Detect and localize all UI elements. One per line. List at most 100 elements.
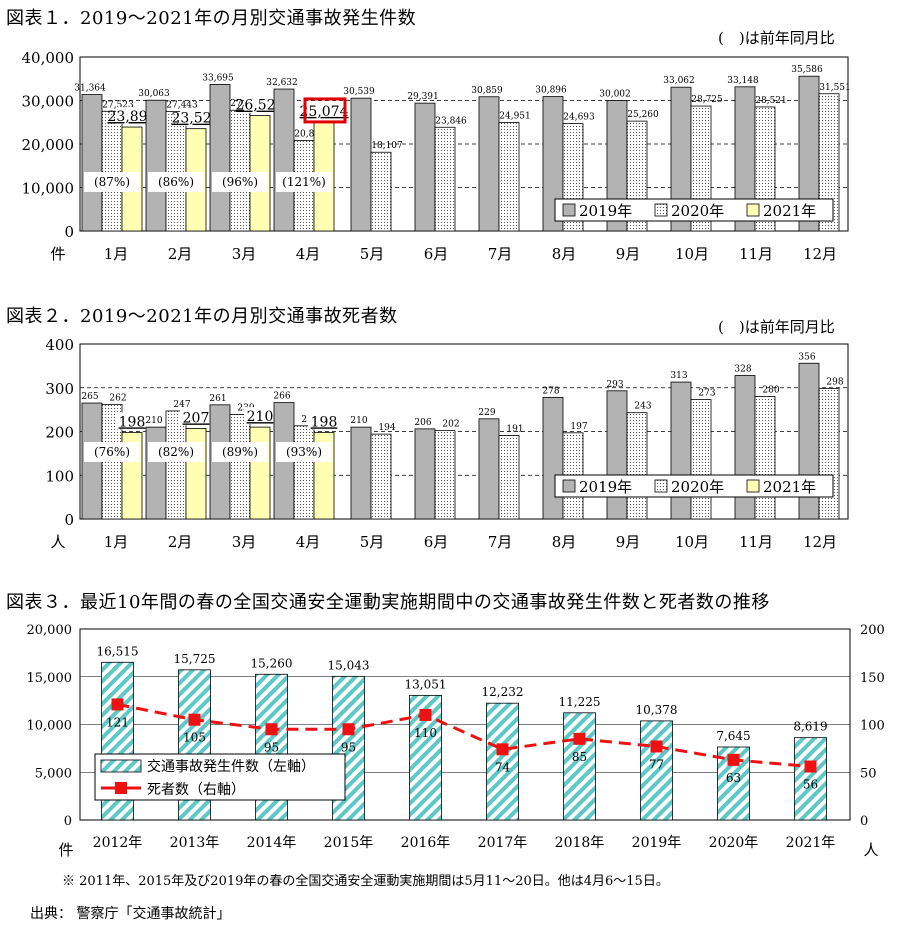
legend-label: 2019年 bbox=[579, 202, 632, 220]
x-tick-label: 2018年 bbox=[555, 835, 605, 851]
data-label-2020年: 243 bbox=[634, 402, 651, 412]
bar-value-label: 15,725 bbox=[174, 652, 216, 666]
line-marker bbox=[188, 713, 201, 726]
data-label-2019年: 33,695 bbox=[202, 73, 234, 83]
data-label-2021: 23,896 bbox=[108, 109, 157, 125]
legend-label-bar: 交通事故発生件数（左軸） bbox=[147, 758, 315, 775]
y-tick-label: 40,000 bbox=[22, 49, 75, 67]
bar-2020年 bbox=[498, 435, 520, 520]
x-tick-label: 2017年 bbox=[478, 835, 528, 851]
legend-swatch-bar bbox=[100, 759, 142, 773]
bar-2020年 bbox=[434, 126, 456, 232]
ratio-label: (93%) bbox=[286, 445, 322, 459]
data-label-2019年: 313 bbox=[670, 371, 687, 381]
data-label-2021: 198 bbox=[311, 414, 338, 430]
y-tick-label: 0 bbox=[64, 511, 74, 529]
line-marker bbox=[342, 723, 355, 736]
x-tick-label: 1月 bbox=[104, 533, 129, 551]
label-bg bbox=[308, 101, 340, 119]
label-bg bbox=[180, 108, 212, 126]
right-tick-label: 0 bbox=[860, 814, 868, 829]
x-tick-label: 5月 bbox=[360, 533, 385, 551]
bar-value-label: 11,225 bbox=[559, 695, 601, 709]
data-label-2020年: 247 bbox=[173, 400, 190, 410]
label-bg bbox=[180, 408, 212, 426]
x-tick-label: 2013年 bbox=[170, 835, 220, 851]
y-tick-label: 10,000 bbox=[22, 180, 75, 198]
left-tick-label: 0 bbox=[64, 814, 72, 829]
left-tick-label: 20,000 bbox=[27, 623, 73, 638]
data-label-2019年: 30,539 bbox=[343, 87, 375, 97]
left-unit-label: 件 bbox=[58, 841, 73, 859]
data-label-2020年: 28,521 bbox=[755, 96, 787, 106]
bar-2020年 bbox=[498, 122, 520, 232]
y-tick-label: 400 bbox=[45, 336, 74, 354]
data-label-2021: 23,525 bbox=[172, 111, 221, 127]
line-value-label: 63 bbox=[726, 771, 741, 785]
x-tick-label: 11月 bbox=[739, 245, 773, 263]
y-unit-label: 人 bbox=[50, 533, 65, 551]
x-tick-label: 2月 bbox=[168, 533, 193, 551]
x-tick-label: 4月 bbox=[296, 245, 321, 263]
data-label-2020年: 27,523 bbox=[102, 100, 134, 110]
data-label-2019年: 265 bbox=[81, 392, 98, 402]
y-tick-label: 30,000 bbox=[22, 93, 75, 111]
line-marker bbox=[111, 698, 124, 711]
label-bg bbox=[308, 412, 340, 430]
x-tick-label: 3月 bbox=[232, 533, 257, 551]
data-label-2020年: 23,846 bbox=[435, 116, 467, 126]
data-label-2020年: 28,725 bbox=[691, 95, 723, 105]
ratio-label: (76%) bbox=[94, 445, 130, 459]
right-tick-label: 200 bbox=[860, 623, 885, 638]
data-label-2019年: 210 bbox=[350, 416, 367, 426]
y-unit-label: 件 bbox=[50, 245, 65, 263]
legend-label: 2020年 bbox=[671, 202, 724, 220]
chart3-title: 図表３．最近10年間の春の全国交通安全運動実施期間中の交通事故発生件数と死者数の… bbox=[6, 592, 770, 613]
bar-value-label: 10,378 bbox=[636, 703, 678, 717]
data-label-2020年: 298 bbox=[826, 378, 843, 388]
bar-2020年 bbox=[370, 433, 392, 520]
data-label-2021: 207 bbox=[183, 410, 210, 426]
bar-accidents bbox=[794, 737, 827, 821]
line-value-label: 105 bbox=[183, 731, 206, 745]
x-tick-label: 3月 bbox=[232, 245, 257, 263]
bar-accidents bbox=[563, 712, 596, 821]
x-tick-label: 2016年 bbox=[401, 835, 451, 851]
right-tick-label: 50 bbox=[860, 766, 877, 781]
label-bg bbox=[116, 107, 148, 125]
data-label-2020年: 273 bbox=[698, 389, 715, 399]
data-label-2019年: 30,859 bbox=[471, 86, 503, 96]
ratio-bg bbox=[84, 442, 140, 462]
x-tick-label: 2019年 bbox=[632, 835, 682, 851]
data-label-2019年: 293 bbox=[606, 380, 623, 390]
source-note: 出典： 警察庁「交通事故統計」 bbox=[30, 906, 231, 922]
data-label-2019年: 31,364 bbox=[74, 84, 106, 94]
bar-accidents bbox=[640, 720, 673, 821]
data-label-2019年: 30,063 bbox=[138, 89, 170, 99]
chart2-title: 図表２．2019～2021年の月別交通事故死者数 bbox=[6, 306, 398, 327]
data-label-2020年: 202 bbox=[442, 420, 459, 430]
line-marker bbox=[727, 753, 740, 766]
data-label-2019年: 35,586 bbox=[791, 65, 823, 75]
data-label-2019年: 356 bbox=[798, 352, 815, 362]
chart3-footnote: ※ 2011年、2015年及び2019年の春の全国交通安全運動実施期間は5月11… bbox=[62, 874, 669, 889]
x-tick-label: 4月 bbox=[296, 533, 321, 551]
y-tick-label: 100 bbox=[45, 467, 74, 485]
data-label-2020年: 25,260 bbox=[627, 110, 659, 120]
chart2-note: ( )は前年同月比 bbox=[718, 318, 835, 336]
legend-swatch bbox=[654, 479, 668, 493]
ratio-bg bbox=[276, 172, 332, 192]
x-tick-label: 2015年 bbox=[324, 835, 374, 851]
x-tick-label: 10月 bbox=[675, 533, 709, 551]
legend-swatch bbox=[562, 479, 576, 493]
data-label-2019年: 33,148 bbox=[727, 76, 759, 86]
left-tick-label: 5,000 bbox=[35, 766, 72, 781]
data-label-2019年: 29,391 bbox=[407, 92, 439, 102]
line-value-label: 77 bbox=[649, 757, 664, 771]
line-value-label: 74 bbox=[495, 760, 511, 774]
data-label-2019年: 328 bbox=[734, 365, 751, 375]
data-label-2021: 25,074 bbox=[300, 104, 349, 120]
data-label-2020年: 27,443 bbox=[166, 101, 198, 111]
chart1-note: ( )は前年同月比 bbox=[718, 29, 835, 47]
label-bg bbox=[116, 412, 148, 430]
